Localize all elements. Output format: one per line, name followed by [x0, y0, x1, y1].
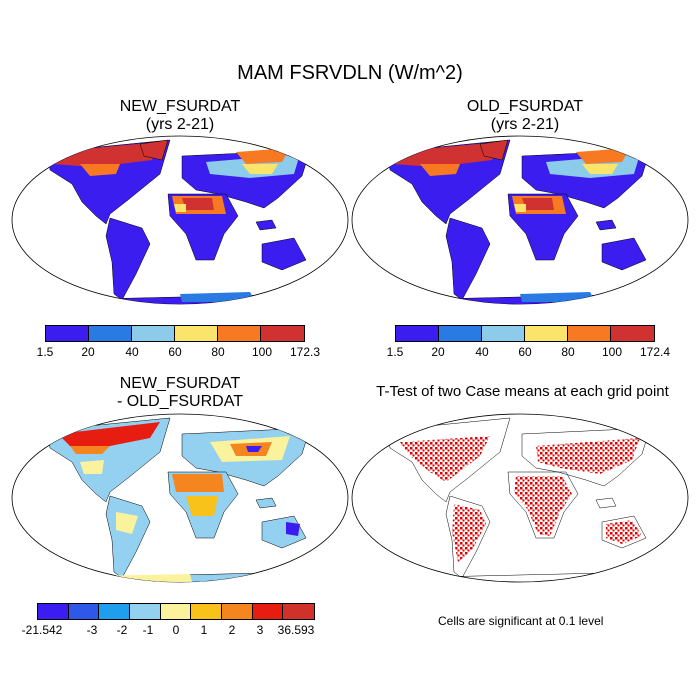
colorbar-diff-label-6: 2	[228, 623, 236, 637]
panel-3-title: NEW_FSURDAT - OLD_FSURDAT	[60, 375, 300, 411]
map-difference	[11, 413, 349, 583]
figure-title: MAM FSRVDLN (W/m^2)	[237, 62, 463, 84]
panel-2-title: OLD_FSURDAT (yrs 2-21)	[405, 98, 645, 134]
colorbar-old-label-5: 100	[601, 345, 623, 359]
panel-2-title-line1: OLD_FSURDAT	[466, 98, 584, 115]
colorbar-diff-label-7: 3	[256, 623, 264, 637]
continent-australia	[601, 515, 647, 549]
colorbar-old-seg-0	[396, 326, 439, 341]
colorbar-new-seg-1	[88, 326, 132, 341]
colorbar-difference	[37, 603, 315, 620]
colorbar-old-seg-4	[567, 326, 611, 341]
colorbar-diff-label-1: -3	[86, 623, 98, 637]
colorbar-old-label-2: 40	[475, 345, 489, 359]
colorbar-new-label-2: 40	[125, 345, 139, 359]
colorbar-diff-seg-1	[68, 604, 100, 619]
significance-note: Cells are significant at 0.1 level	[438, 614, 604, 628]
panel-1-title-line1: NEW_FSURDAT	[119, 98, 241, 115]
colorbar-old-label-1: 20	[431, 345, 445, 359]
colorbar-new-seg-3	[174, 326, 218, 341]
colorbar-diff-label-8: 36.593	[277, 623, 315, 637]
panel-1-title-line2: (yrs 2-21)	[145, 116, 215, 133]
colorbar-diff-label-0: -21.542	[21, 623, 63, 637]
colorbar-new-label-1: 20	[81, 345, 95, 359]
colorbar-old-seg-2	[481, 326, 525, 341]
colorbar-old-label-3: 60	[518, 345, 532, 359]
continent-australia	[261, 237, 307, 271]
colorbar-old-seg-5	[610, 326, 654, 341]
colorbar-new-seg-2	[131, 326, 175, 341]
colorbar-diff-label-3: -1	[142, 623, 154, 637]
continent-australia	[601, 237, 647, 271]
colorbar-diff-label-4: 0	[172, 623, 180, 637]
colorbar-new-label-6: 172.3	[289, 345, 321, 359]
colorbar-new-label-5: 100	[251, 345, 273, 359]
colorbar-diff-seg-6	[221, 604, 253, 619]
colorbar-new-seg-4	[217, 326, 261, 341]
colorbar-diff-seg-7	[252, 604, 284, 619]
colorbar-new-label-3: 60	[168, 345, 182, 359]
panel-4-title: T-Test of two Case means at each grid po…	[345, 383, 700, 401]
colorbar-diff-seg-0	[38, 604, 69, 619]
colorbar-diff-label-5: 1	[200, 623, 208, 637]
colorbar-old-label-4: 80	[561, 345, 575, 359]
colorbar-diff-seg-8	[283, 604, 314, 619]
colorbar-old-seg-1	[438, 326, 482, 341]
panel-3-title-line1: NEW_FSURDAT	[119, 375, 241, 392]
colorbar-diff-label-2: -2	[116, 623, 128, 637]
colorbar-old	[395, 325, 655, 342]
colorbar-diff-seg-5	[191, 604, 222, 619]
colorbar-old-label-6: 172.4	[639, 345, 671, 359]
colorbar-old-seg-3	[524, 326, 568, 341]
map-old-fsurdat	[351, 135, 689, 305]
panel-4-title-line1: T-Test of two Case means at each grid po…	[376, 383, 669, 400]
continent-africa	[507, 471, 579, 539]
region-north-america-north	[50, 142, 160, 166]
colorbar-new-seg-5	[260, 326, 304, 341]
panel-3-title-line2: - OLD_FSURDAT	[117, 393, 243, 410]
map-new-fsurdat	[11, 135, 349, 305]
colorbar-diff-seg-4	[160, 604, 192, 619]
colorbar-new-seg-0	[46, 326, 89, 341]
panel-2-title-line2: (yrs 2-21)	[490, 116, 560, 133]
colorbar-new-label-4: 80	[211, 345, 225, 359]
colorbar-diff-seg-2	[99, 604, 130, 619]
panel-1-title: NEW_FSURDAT (yrs 2-21)	[60, 98, 300, 134]
continent-antarctica	[369, 571, 671, 582]
significant-cells	[400, 436, 642, 562]
continent-north-america	[387, 417, 511, 503]
colorbar-old-label-0: 1.5	[386, 345, 404, 359]
colorbar-new	[45, 325, 305, 342]
colorbar-diff-seg-3	[129, 604, 161, 619]
map-t-test	[351, 413, 689, 583]
colorbar-new-label-0: 1.5	[36, 345, 54, 359]
